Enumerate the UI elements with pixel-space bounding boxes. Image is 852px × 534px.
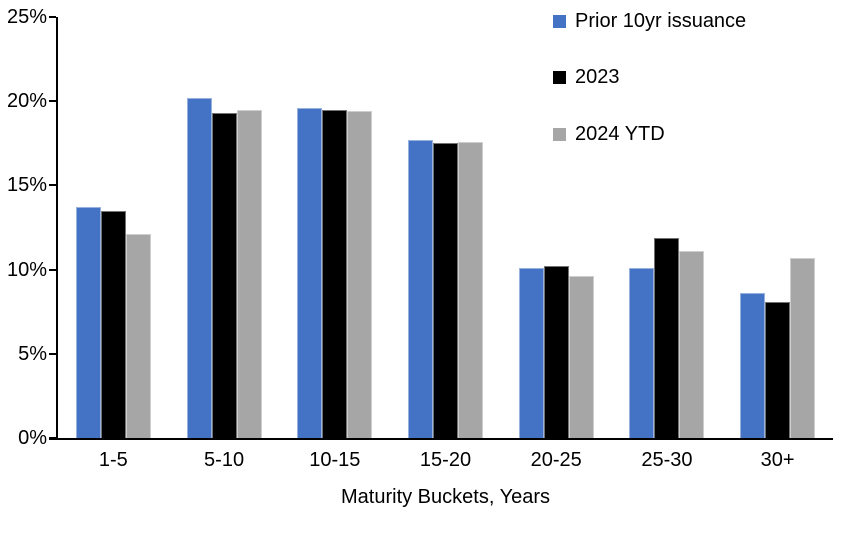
x-axis-title: Maturity Buckets, Years [341, 486, 550, 508]
y-tick-label: 5% [18, 342, 47, 365]
y-axis-line [56, 17, 58, 440]
legend-swatch-2024-ytd [553, 127, 566, 141]
y-tick-label: 10% [6, 258, 47, 281]
legend-label: 2023 [575, 66, 620, 88]
bar-2024-ytd-30 [790, 257, 816, 438]
x-tick-label: 15-20 [419, 449, 472, 471]
y-axis-tick [49, 352, 56, 355]
y-axis-tick [49, 100, 56, 103]
bar-prior-10yr-issuance-30 [740, 293, 766, 438]
bar-2024-ytd-25-30 [679, 251, 705, 438]
bar-2023-1-5 [100, 210, 126, 438]
x-tick-label: 30+ [760, 449, 795, 471]
x-tick-label: 20-25 [530, 449, 582, 471]
bar-2024-ytd-10-15 [347, 111, 373, 438]
bar-prior-10yr-issuance-5-10 [186, 97, 212, 438]
y-axis-tick [49, 437, 56, 439]
bar-2024-ytd-1-5 [125, 234, 151, 438]
bar-2023-30 [765, 301, 791, 438]
y-tick-label: 0% [18, 427, 47, 449]
bar-prior-10yr-issuance-20-25 [518, 267, 544, 438]
x-tick-label: 1-5 [98, 449, 128, 471]
legend-swatch-2023 [553, 70, 566, 84]
bar-prior-10yr-issuance-10-15 [297, 107, 323, 438]
bar-2024-ytd-15-20 [458, 141, 483, 438]
legend-label: 2024 YTD [575, 123, 665, 145]
bar-prior-10yr-issuance-15-20 [408, 139, 433, 438]
y-tick-label: 25% [6, 6, 47, 28]
y-axis-tick [49, 16, 56, 18]
legend-item-2024-ytd: 2024 YTD [553, 123, 665, 145]
x-axis-line [49, 438, 833, 440]
bar-prior-10yr-issuance-1-5 [75, 207, 101, 438]
bar-2024-ytd-5-10 [236, 109, 262, 438]
bar-2023-20-25 [543, 266, 569, 438]
legend-item-2023: 2023 [553, 66, 620, 88]
y-tick-label: 15% [6, 174, 47, 197]
bar-2023-15-20 [433, 143, 458, 438]
y-tick-label: 20% [6, 90, 47, 113]
bar-2024-ytd-20-25 [568, 276, 594, 438]
legend-swatch-prior-10yr-issuance [553, 14, 566, 28]
y-axis-tick [49, 268, 56, 271]
bar-2023-10-15 [322, 109, 348, 438]
bar-2023-5-10 [211, 112, 237, 438]
legend-item-prior-10yr-issuance: Prior 10yr issuance [553, 10, 746, 32]
x-tick-label: 5-10 [204, 449, 245, 471]
legend-label: Prior 10yr issuance [575, 10, 747, 32]
bar-2023-25-30 [654, 237, 680, 438]
y-axis-tick [49, 184, 56, 187]
x-tick-label: 25-30 [641, 449, 693, 471]
bar-prior-10yr-issuance-25-30 [629, 267, 655, 438]
x-tick-label: 10-15 [309, 449, 361, 471]
